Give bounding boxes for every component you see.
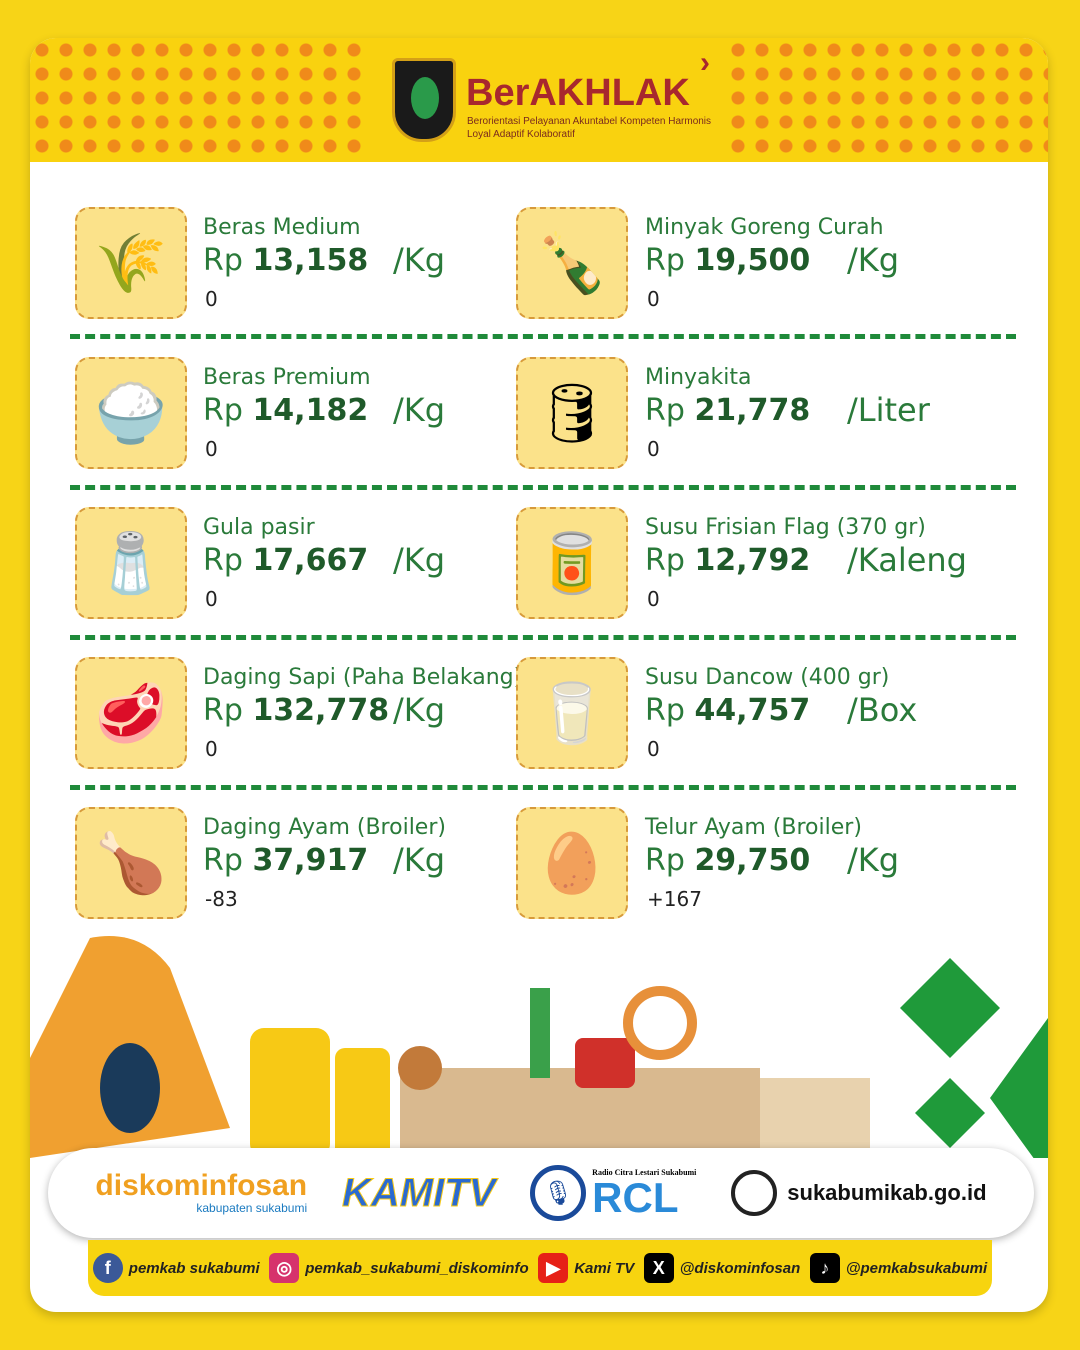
item-unit: /Kg xyxy=(847,241,900,279)
item-price-change: 0 xyxy=(647,587,660,611)
price-item: 🥩 Daging Sapi (Paha Belakang) Rp 132,778… xyxy=(75,657,555,772)
header-band: BerAKHLAK › Berorientasi Pelayanan Akunt… xyxy=(30,38,1048,162)
item-price-change: 0 xyxy=(205,587,218,611)
price-item: 🥚 Telur Ayam (Broiler) Rp 29,750 /Kg +16… xyxy=(516,807,996,922)
item-name: Beras Premium xyxy=(203,365,371,390)
groceries-illustration xyxy=(30,936,1048,1158)
item-unit: /Kg xyxy=(393,841,446,879)
item-price-change: 0 xyxy=(205,737,218,761)
item-price-change: 0 xyxy=(205,437,218,461)
partner-logos-bar: diskominfosan kabupaten sukabumi KAMITV … xyxy=(48,1148,1034,1238)
oil-jug-icon xyxy=(250,1028,330,1158)
item-name: Minyak Goreng Curah xyxy=(645,215,884,240)
sugar-bag-icon: 🧂 xyxy=(75,507,187,619)
brand-tagline: Berorientasi Pelayanan Akuntabel Kompete… xyxy=(467,116,712,140)
price-item: 🥛 Susu Dancow (400 gr) Rp 44,757 /Box 0 xyxy=(516,657,996,772)
item-price-change: 0 xyxy=(647,737,660,761)
item-name: Susu Dancow (400 gr) xyxy=(645,665,890,690)
social-media-bar: f pemkab sukabumi ◎ pemkab_sukabumi_diskomi… xyxy=(88,1240,992,1296)
price-item: 🌾 Beras Medium Rp 13,158 /Kg 0 xyxy=(75,207,555,322)
price-item: 🍾 Minyak Goreng Curah Rp 19,500 /Kg 0 xyxy=(516,207,996,322)
item-price: Rp 19,500 xyxy=(645,243,811,278)
item-price-change: -83 xyxy=(205,887,238,911)
item-price: Rp 13,158 xyxy=(203,243,369,278)
milk-box-icon: 🥛 xyxy=(516,657,628,769)
brand-title: BerAKHLAK xyxy=(466,72,690,114)
item-price: Rp 17,667 xyxy=(203,543,369,578)
chicken-leg-icon: 🍗 xyxy=(75,807,187,919)
social-link[interactable]: ▶ Kami TV xyxy=(538,1253,634,1283)
rcl-logo: 🎙 Radio Citra Lestari Sukabumi RCL xyxy=(530,1165,696,1221)
item-unit: /Kaleng xyxy=(847,541,967,579)
oil-jerrycan-icon: 🛢 xyxy=(516,357,628,469)
diamond-decoration xyxy=(900,958,1000,1058)
item-name: Minyakita xyxy=(645,365,752,390)
social-link[interactable]: ♪ @pemkabsukabumi xyxy=(809,1253,987,1283)
price-item: 🛢 Minyakita Rp 21,778 /Liter 0 xyxy=(516,357,996,472)
social-link[interactable]: ◎ pemkab_sukabumi_diskominfo xyxy=(269,1253,529,1283)
item-name: Beras Medium xyxy=(203,215,361,240)
sukabumi-emblem-logo xyxy=(392,58,456,142)
facebook-icon: f xyxy=(92,1253,123,1283)
item-unit: /Kg xyxy=(847,841,900,879)
divider xyxy=(70,785,1016,790)
social-link[interactable]: f pemkab sukabumi xyxy=(92,1253,260,1283)
item-price-change: 0 xyxy=(647,287,660,311)
item-price-change: 0 xyxy=(205,287,218,311)
item-unit: /Kg xyxy=(393,391,446,429)
price-item: 🍚 Beras Premium Rp 14,182 /Kg 0 xyxy=(75,357,555,472)
oil-bottle-icon: 🍾 xyxy=(516,207,628,319)
globe-icon xyxy=(731,1170,778,1216)
item-price: Rp 132,778 xyxy=(203,693,390,728)
diskominfosan-logo: diskominfosan kabupaten sukabumi xyxy=(95,1169,308,1216)
divider xyxy=(70,635,1016,640)
item-price: Rp 12,792 xyxy=(645,543,811,578)
condensed-milk-can-icon: 🥫 xyxy=(516,507,628,619)
kamitv-logo: KAMITV xyxy=(341,1170,496,1215)
instagram-icon: ◎ xyxy=(269,1253,300,1283)
website-link[interactable]: sukabumikab.go.id xyxy=(731,1170,987,1216)
item-name: Telur Ayam (Broiler) xyxy=(645,815,862,840)
item-unit: /Liter xyxy=(847,391,930,429)
item-price-change: 0 xyxy=(647,437,660,461)
chevron-icon: › xyxy=(700,46,710,79)
price-item: 🧂 Gula pasir Rp 17,667 /Kg 0 xyxy=(75,507,555,622)
microphone-icon: 🎙 xyxy=(530,1165,587,1221)
social-link[interactable]: X @diskominfosan xyxy=(643,1253,800,1283)
rice-bag-icon: 🍚 xyxy=(75,357,187,469)
divider xyxy=(70,334,1016,339)
poster-card: BerAKHLAK › Berorientasi Pelayanan Akunt… xyxy=(30,38,1048,1312)
youtube-icon: ▶ xyxy=(538,1253,569,1283)
item-price-change: +167 xyxy=(647,887,702,911)
item-unit: /Kg xyxy=(393,541,446,579)
item-price: Rp 44,757 xyxy=(645,693,811,728)
item-name: Susu Frisian Flag (370 gr) xyxy=(645,515,926,540)
beef-icon: 🥩 xyxy=(75,657,187,769)
item-unit: /Box xyxy=(847,691,918,729)
item-unit: /Kg xyxy=(393,691,446,729)
rice-sack-icon: 🌾 xyxy=(75,207,187,319)
price-item: 🍗 Daging Ayam (Broiler) Rp 37,917 /Kg -8… xyxy=(75,807,555,922)
item-price: Rp 29,750 xyxy=(645,843,811,878)
item-name: Daging Sapi (Paha Belakang) xyxy=(203,665,523,690)
egg-icon: 🥚 xyxy=(516,807,628,919)
item-price: Rp 14,182 xyxy=(203,393,369,428)
tiktok-icon: ♪ xyxy=(809,1253,840,1283)
price-item: 🥫 Susu Frisian Flag (370 gr) Rp 12,792 /… xyxy=(516,507,996,622)
divider xyxy=(70,485,1016,490)
item-name: Gula pasir xyxy=(203,515,315,540)
item-name: Daging Ayam (Broiler) xyxy=(203,815,446,840)
x-icon: X xyxy=(643,1253,674,1283)
item-price: Rp 21,778 xyxy=(645,393,811,428)
item-price: Rp 37,917 xyxy=(203,843,369,878)
item-unit: /Kg xyxy=(393,241,446,279)
